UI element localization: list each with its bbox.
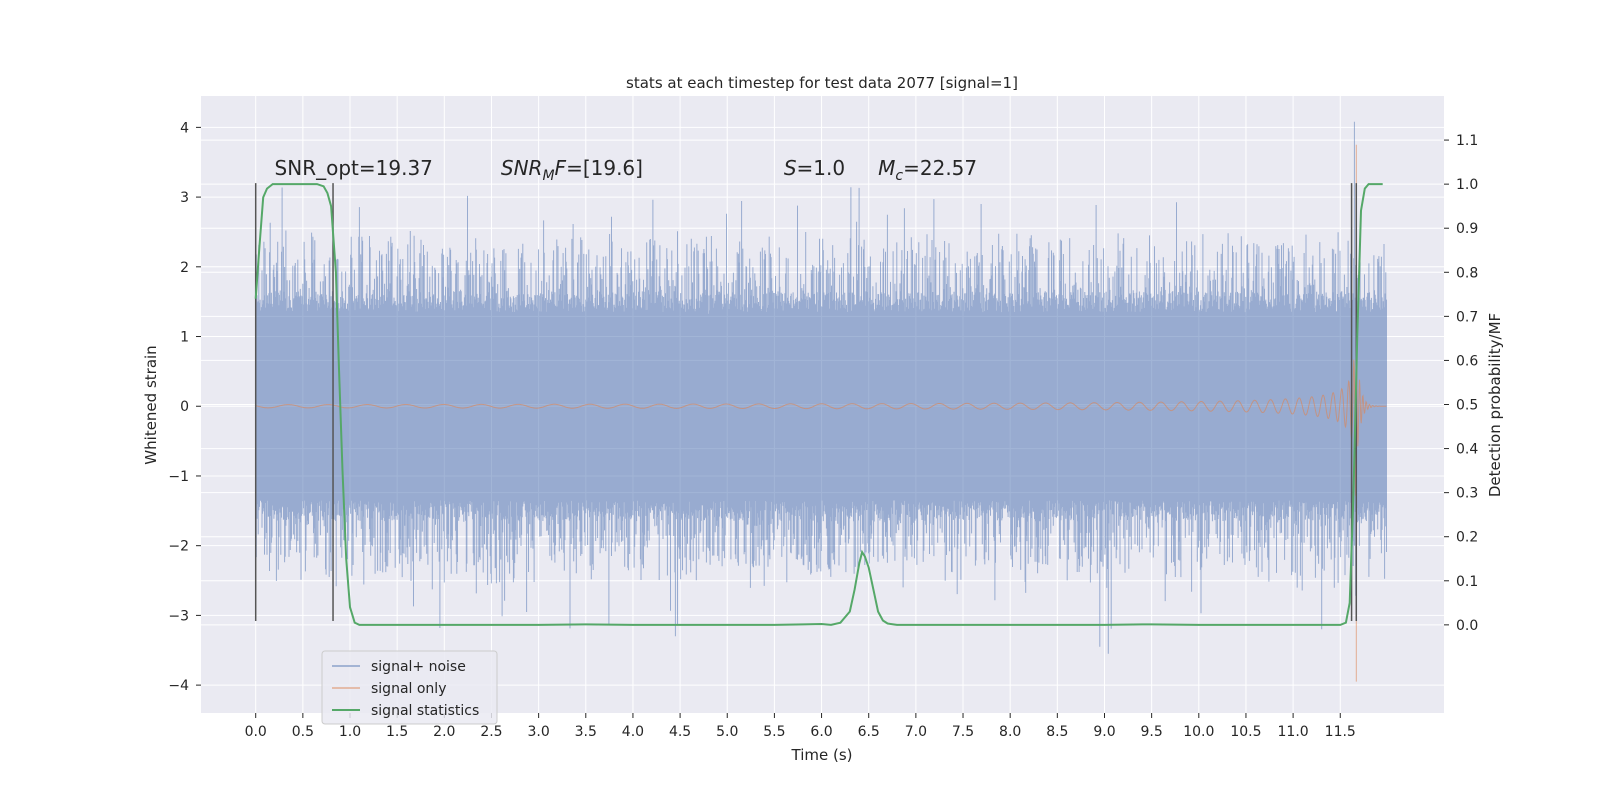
legend: signal+ noise signal only signal statistic… [321,650,498,725]
x-axis-label: Time (s) [791,746,853,764]
y-tick-label: 1 [180,330,189,346]
x-tick-label: 4.0 [622,724,644,740]
y2-tick-label: 0.3 [1456,486,1478,502]
y2-tick-label: 0.0 [1456,618,1478,634]
x-tick-label: 6.5 [858,724,880,740]
annotation-1: SNR_opt=19.37 [275,156,433,180]
x-tick-label: 0.5 [292,724,314,740]
y2-axis-ticks: 0.0 0.1 0.2 0.3 0.4 0.5 0.6 0.7 0.8 0.9 1.0 1.1 [1444,133,1478,634]
y2-tick-label: 0.5 [1456,398,1478,414]
annotation-2: SNRMF=[19.6] [501,156,643,184]
annotations: SNR_opt=19.37 SNRMF=[19.6] S=1.0 Mc=22.57 [275,156,978,184]
y-tick-label: 2 [180,260,189,276]
x-tick-label: 5.5 [763,724,785,740]
statistics-line [254,183,1383,626]
x-tick-label: 6.0 [810,724,832,740]
y-tick-label: −1 [168,469,189,485]
y2-tick-label: 0.4 [1456,442,1478,458]
x-tick-label: 10.5 [1230,724,1261,740]
y-tick-label: 0 [180,399,189,415]
x-tick-label: 3.0 [527,724,549,740]
legend-label-2: signal only [371,681,446,697]
legend-label-1: signal+ noise [371,659,466,675]
y2-tick-label: 0.2 [1456,530,1478,546]
y-tick-label: −4 [168,678,189,694]
x-tick-label: 2.0 [433,724,455,740]
x-tick-label: 10.0 [1183,724,1214,740]
x-tick-label: 8.5 [1046,724,1068,740]
x-axis-ticks: 0.0 0.5 1.0 1.5 2.0 2.5 3.0 3.5 4.0 4.5 5.0 5.5 6.0 6… [245,713,1356,740]
x-tick-label: 2.5 [480,724,502,740]
y-tick-label: 3 [180,190,189,206]
x-tick-label: 11.5 [1325,724,1356,740]
y-axis-ticks: −4 −3 −2 −1 0 1 2 3 4 [168,120,201,694]
x-tick-label: 4.5 [669,724,691,740]
series-signal-statistics [254,183,1383,626]
y2-tick-label: 0.8 [1456,265,1478,281]
x-tick-label: 5.0 [716,724,738,740]
x-tick-label: 1.0 [339,724,361,740]
y2-axis-label: Detection probability/MF [1486,313,1504,497]
y-tick-label: 4 [180,120,189,136]
y-tick-label: −2 [168,539,189,555]
x-tick-label: 8.0 [999,724,1021,740]
annotation-4: Mc=22.57 [878,156,977,184]
x-tick-label: 11.0 [1278,724,1309,740]
x-tick-label: 1.5 [386,724,408,740]
legend-box [321,650,498,725]
annotation-3: S=1.0 [784,156,845,180]
y2-tick-label: 1.1 [1456,133,1478,149]
y-axis-label: Whitened strain [142,345,160,464]
y2-tick-label: 0.1 [1456,574,1478,590]
chart-title: stats at each timestep for test data 207… [626,74,1018,92]
x-tick-label: 7.0 [905,724,927,740]
legend-label-3: signal statistics [371,703,479,719]
x-tick-label: 0.0 [245,724,267,740]
y-tick-label: −3 [168,608,189,624]
y2-tick-label: 0.6 [1456,353,1478,369]
x-tick-label: 3.5 [575,724,597,740]
x-tick-label: 9.0 [1093,724,1115,740]
x-tick-label: 7.5 [952,724,974,740]
y2-tick-label: 0.7 [1456,309,1478,325]
y2-tick-label: 0.9 [1456,221,1478,237]
y2-tick-label: 1.0 [1456,177,1478,193]
x-tick-label: 9.5 [1141,724,1163,740]
